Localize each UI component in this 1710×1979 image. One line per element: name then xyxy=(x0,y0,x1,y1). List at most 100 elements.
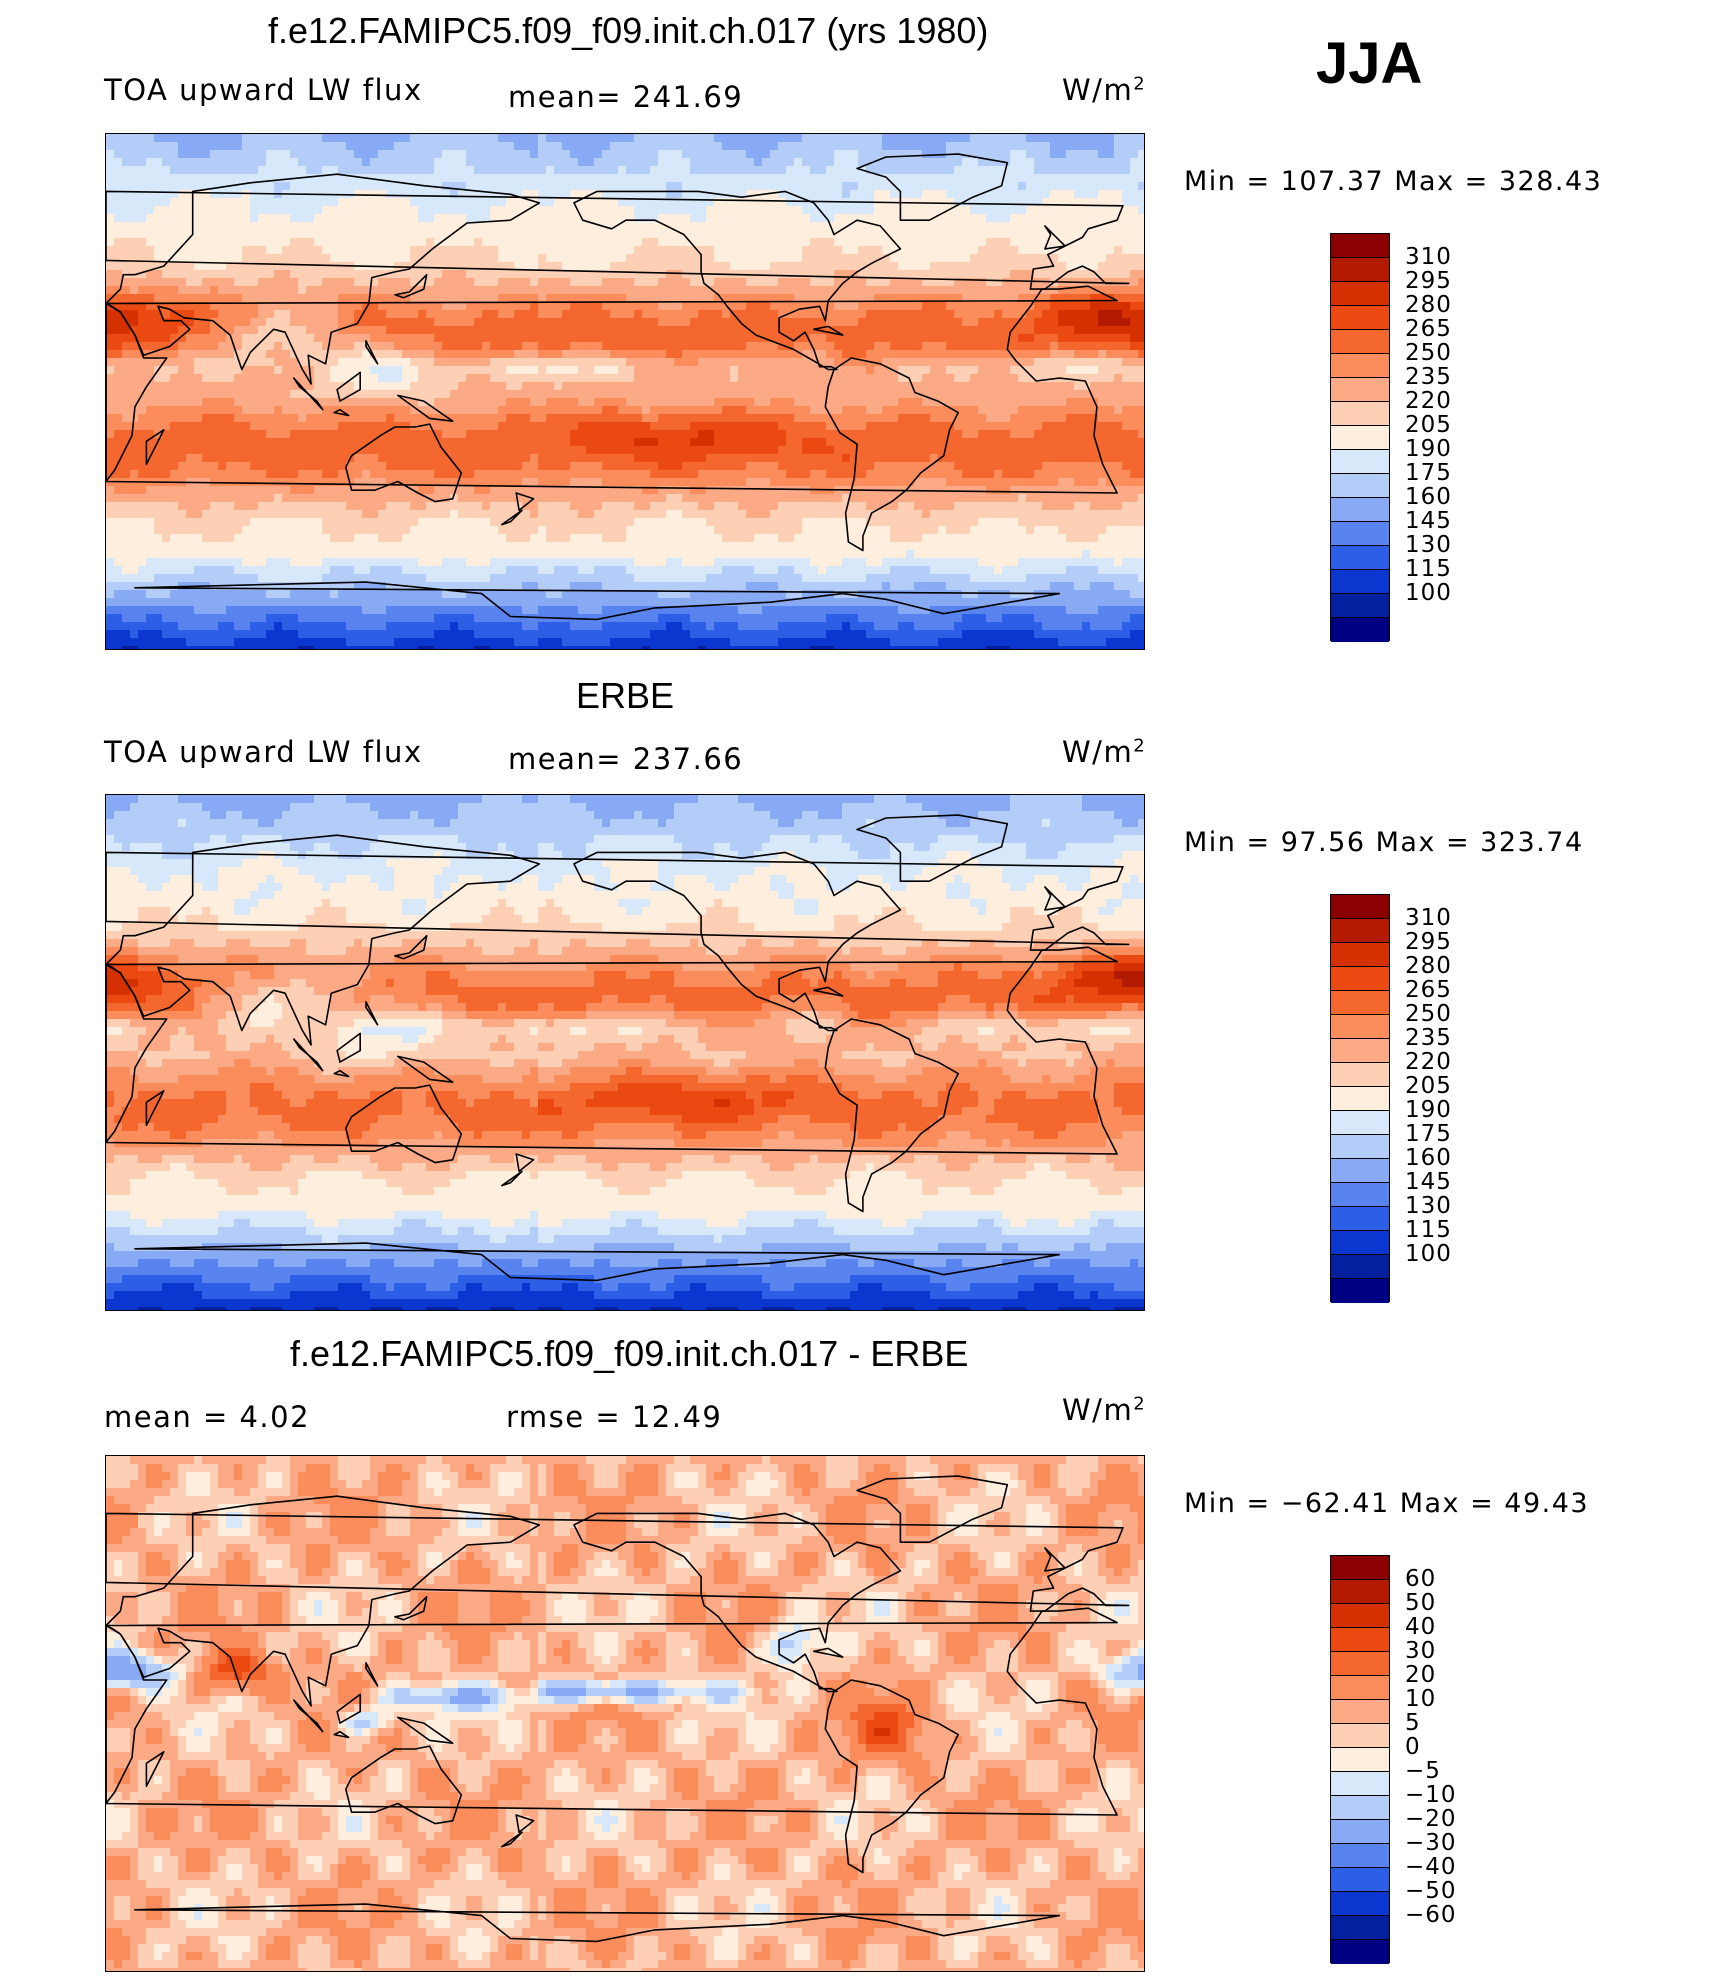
colorbar-label: 130 xyxy=(1405,534,1452,557)
colorbar-swatch xyxy=(1331,1772,1389,1796)
colorbar-box xyxy=(1330,233,1390,642)
colorbar-swatch xyxy=(1331,498,1389,522)
colorbar-label: 5 xyxy=(1405,1712,1421,1735)
colorbar-swatch xyxy=(1331,1183,1389,1207)
field-cells xyxy=(106,1456,1144,1971)
coastline xyxy=(106,285,1118,494)
colorbar-label: 115 xyxy=(1405,558,1452,581)
colorbar-label: 190 xyxy=(1405,438,1452,461)
colorbar-swatch xyxy=(1331,450,1389,474)
map-field-svg xyxy=(106,795,1144,1310)
colorbar-swatch xyxy=(1331,330,1389,354)
colorbar-swatch xyxy=(1331,943,1389,967)
colorbar-swatch xyxy=(1331,1916,1389,1940)
colorbar-swatch xyxy=(1331,234,1389,258)
coastline xyxy=(145,1090,165,1127)
coastline xyxy=(397,1055,454,1083)
coastline xyxy=(336,1032,361,1063)
colorbar-label: 205 xyxy=(1405,414,1452,437)
coastline xyxy=(813,325,844,336)
colorbar-swatch xyxy=(1331,306,1389,330)
colorbar-label: 100 xyxy=(1405,1243,1452,1266)
coastline xyxy=(856,814,1009,882)
coastline xyxy=(106,963,168,1144)
coastline xyxy=(824,1018,959,1213)
colorbar-label: 60 xyxy=(1405,1568,1436,1591)
coastline xyxy=(573,190,902,371)
colorbar-swatch xyxy=(1331,258,1389,282)
colorbar-swatch xyxy=(1331,1556,1389,1580)
panel-minmax: Min = 97.56 Max = 323.74 xyxy=(1184,827,1584,858)
panel-mean-label: mean= 237.66 xyxy=(508,742,743,776)
colorbar-swatch xyxy=(1331,618,1389,642)
coastline xyxy=(106,1495,541,1707)
colorbar-label: 265 xyxy=(1405,318,1452,341)
coastlines xyxy=(106,1475,1130,1943)
colorbar-label: 160 xyxy=(1405,486,1452,509)
coastline xyxy=(293,1699,324,1733)
coastline xyxy=(501,1831,523,1848)
coastline xyxy=(365,1001,379,1026)
coastline xyxy=(515,492,535,512)
colorbar-label: 40 xyxy=(1405,1616,1436,1639)
colorbar-swatch xyxy=(1331,1255,1389,1279)
colorbar-label: 160 xyxy=(1405,1147,1452,1170)
map-obs xyxy=(105,794,1145,1311)
panel-rmse-label: rmse = 12.49 xyxy=(506,1400,722,1434)
colorbar-swatch xyxy=(1331,1700,1389,1724)
colorbar-swatch xyxy=(1331,1892,1389,1916)
panel-title: f.e12.FAMIPC5.f09_f09.init.ch.017 - ERBE xyxy=(290,1333,968,1375)
coastline xyxy=(856,1475,1009,1543)
panel-units-label: W/m2 xyxy=(1062,73,1146,107)
map-diff xyxy=(105,1455,1145,1972)
coastlines xyxy=(106,814,1130,1282)
coastlines xyxy=(106,153,1130,621)
map-field-svg xyxy=(106,1456,1144,1971)
colorbar-label: 265 xyxy=(1405,979,1452,1002)
colorbar-label: −20 xyxy=(1405,1808,1457,1831)
coastline xyxy=(333,1730,350,1739)
colorbar-label: −30 xyxy=(1405,1832,1457,1855)
colorbar-swatch xyxy=(1331,1231,1389,1255)
colorbar-label: −40 xyxy=(1405,1856,1457,1879)
colorbar-swatch xyxy=(1331,1159,1389,1183)
colorbar-label: 295 xyxy=(1405,270,1452,293)
colorbar-label: 145 xyxy=(1405,510,1452,533)
colorbar-swatch xyxy=(1331,1796,1389,1820)
coastline xyxy=(345,423,463,503)
coastline xyxy=(106,302,168,483)
field-cells xyxy=(106,134,1144,649)
panel-title: f.e12.FAMIPC5.f09_f09.init.ch.017 (yrs 1… xyxy=(268,10,988,52)
colorbar-label: 10 xyxy=(1405,1688,1436,1711)
colorbar-swatch xyxy=(1331,1279,1389,1303)
colorbar-swatch xyxy=(1331,1940,1389,1964)
field-cells xyxy=(106,795,1144,1310)
coastline xyxy=(106,946,1118,1155)
colorbar-swatch xyxy=(1331,1676,1389,1700)
colorbar-label: 0 xyxy=(1405,1736,1421,1759)
coastline xyxy=(145,429,165,466)
coastline xyxy=(336,1693,361,1724)
colorbar-label: 205 xyxy=(1405,1075,1452,1098)
colorbar-swatch xyxy=(1331,1724,1389,1748)
colorbar-label: −5 xyxy=(1405,1760,1441,1783)
coastline xyxy=(365,1662,379,1687)
colorbar-swatch xyxy=(1331,522,1389,546)
coastline xyxy=(573,851,902,1032)
coastline xyxy=(134,581,1061,621)
colorbar-swatch xyxy=(1331,594,1389,618)
map-model xyxy=(105,133,1145,650)
panel-minmax: Min = 107.37 Max = 328.43 xyxy=(1184,166,1602,197)
colorbar-label: −50 xyxy=(1405,1880,1457,1903)
colorbar-label: 30 xyxy=(1405,1640,1436,1663)
coastline xyxy=(333,1069,350,1078)
colorbar-label: 190 xyxy=(1405,1099,1452,1122)
panel-title: ERBE xyxy=(576,675,674,717)
colorbar-swatch xyxy=(1331,1628,1389,1652)
colorbar-label: 235 xyxy=(1405,366,1452,389)
colorbar-swatch xyxy=(1331,1748,1389,1772)
colorbar-swatch xyxy=(1331,1063,1389,1087)
map-field-svg xyxy=(106,134,1144,649)
panel-mean-label: mean = 4.02 xyxy=(104,1400,310,1434)
coastline xyxy=(345,1745,463,1825)
